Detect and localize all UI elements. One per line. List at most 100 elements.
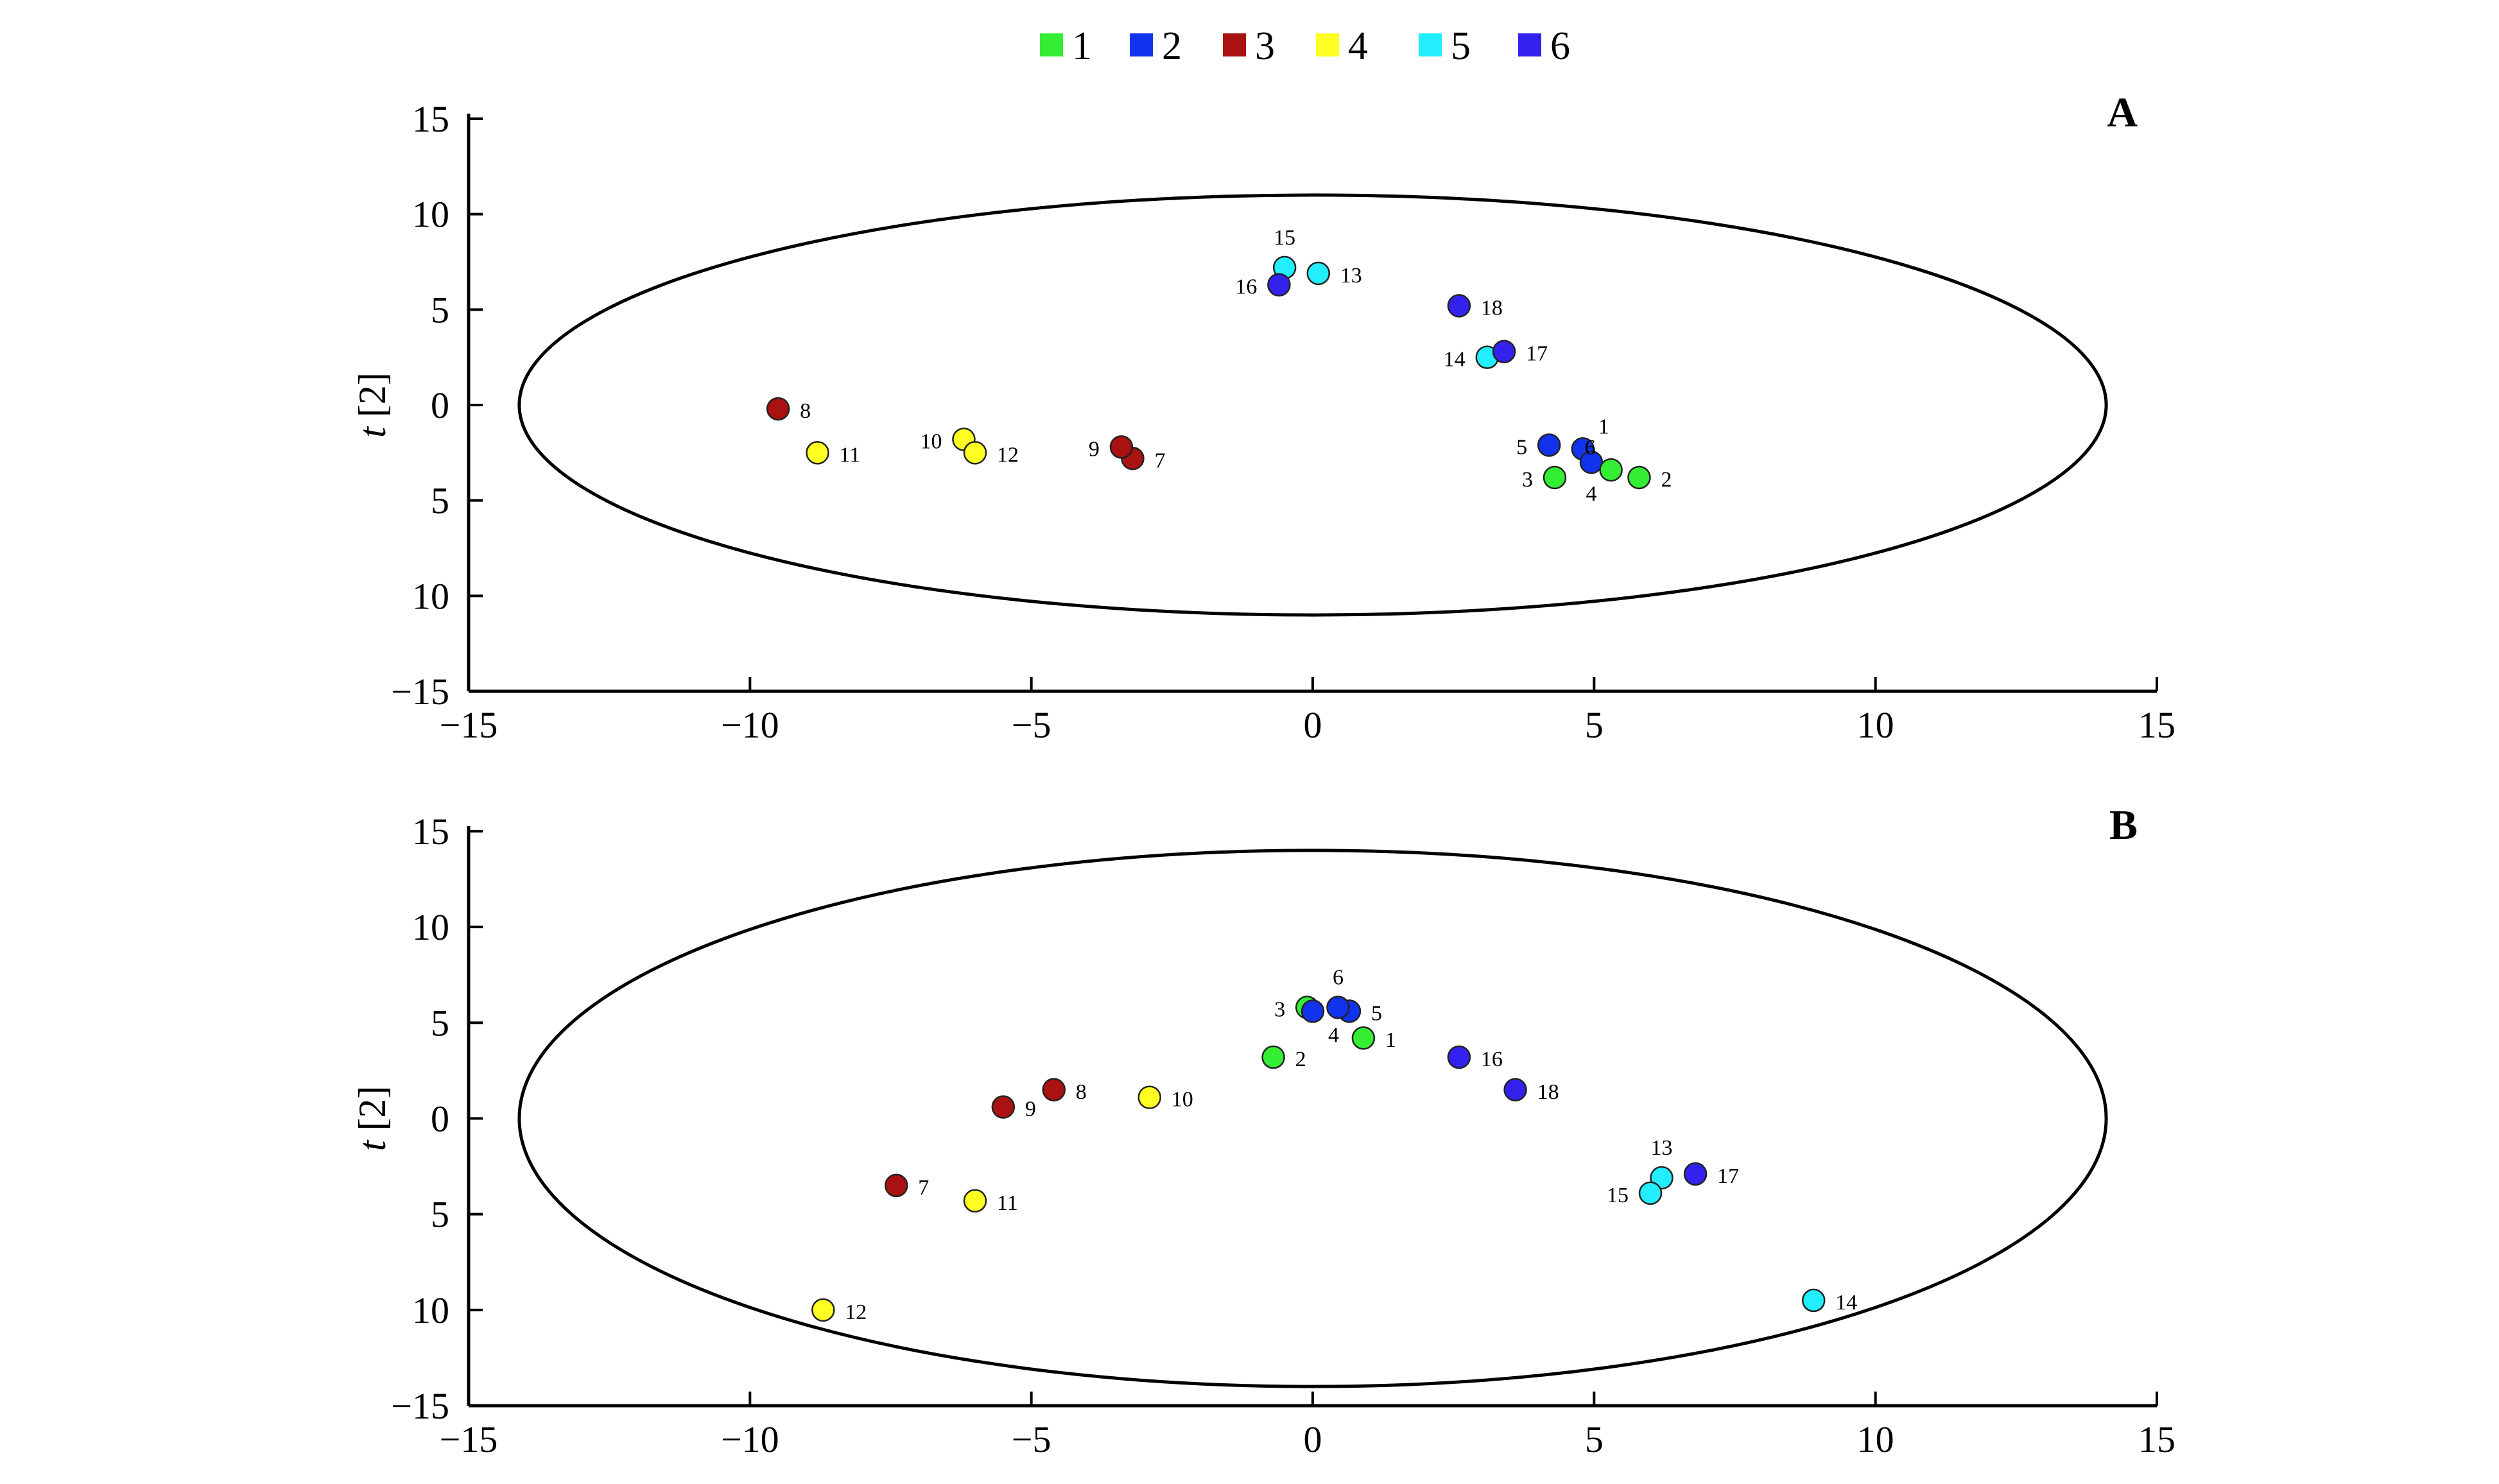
y-tick-label: −15 [391, 1385, 449, 1427]
point-label: 10 [920, 430, 942, 454]
x-tick-label: −10 [721, 1419, 779, 1460]
data-point [766, 397, 790, 421]
point-label: 18 [1481, 296, 1503, 320]
point-label: 14 [1444, 348, 1466, 372]
point-label: 8 [800, 399, 811, 423]
data-point [1306, 261, 1331, 286]
point-label: 3 [1522, 468, 1533, 492]
x-tick-label: −15 [440, 1419, 498, 1460]
y-tick-label: 10 [412, 194, 449, 236]
point-label: 13 [1651, 1136, 1673, 1160]
data-point [1492, 340, 1516, 363]
point-label: 12 [997, 443, 1019, 467]
legend-label: 2 [1162, 24, 1182, 68]
point-label: 14 [1835, 1291, 1857, 1315]
point-label: 5 [1516, 435, 1527, 459]
point-label: 17 [1717, 1164, 1739, 1188]
y-axis-title: t [2] [351, 372, 393, 438]
x-tick-label: 10 [1857, 1419, 1894, 1460]
y-tick-label: 15 [412, 98, 449, 140]
confidence-ellipse [517, 849, 2108, 1388]
legend-swatch [1130, 33, 1153, 56]
data-point [1503, 1078, 1527, 1101]
y-tick-label: 0 [431, 384, 449, 426]
point-label: 1 [1598, 415, 1609, 438]
point-label: 7 [1154, 449, 1165, 472]
data-point [1109, 435, 1134, 459]
point-label: 4 [1586, 482, 1596, 506]
point-label: 3 [1274, 997, 1285, 1021]
data-point [1137, 1085, 1162, 1109]
point-label: 10 [1172, 1088, 1193, 1112]
data-point [1599, 458, 1623, 482]
legend-label: 5 [1451, 24, 1471, 68]
data-point [1627, 465, 1651, 490]
data-point [991, 1095, 1016, 1119]
y-tick-label: 5 [431, 1002, 449, 1044]
data-point [1326, 996, 1350, 1019]
point-label: 2 [1295, 1048, 1306, 1071]
panel-letter: B [2109, 802, 2138, 849]
legend-swatch [1518, 33, 1541, 56]
legend-swatch [1419, 33, 1442, 56]
data-point [1537, 433, 1561, 457]
x-tick-label: −5 [1012, 704, 1051, 746]
x-tick-label: 15 [2138, 1419, 2175, 1460]
point-label: 6 [1585, 436, 1596, 460]
y-tick-label: 5 [431, 289, 449, 331]
point-label: 5 [1371, 1001, 1382, 1025]
data-point [1447, 1045, 1471, 1069]
x-tick-label: 10 [1857, 704, 1894, 746]
data-point [1447, 294, 1471, 318]
legend-label: 1 [1072, 24, 1092, 68]
y-tick-label: 0 [431, 1098, 449, 1140]
legend-label: 6 [1550, 24, 1570, 68]
x-tick-label: −5 [1012, 1419, 1051, 1460]
legend-swatch [1223, 33, 1246, 56]
x-tick-label: 5 [1585, 1419, 1604, 1460]
point-label: 8 [1076, 1080, 1087, 1104]
data-point [885, 1173, 908, 1198]
data-point [1261, 1045, 1285, 1069]
data-point [1267, 273, 1291, 297]
data-point [963, 1189, 987, 1213]
y-axis-title: t [2] [351, 1086, 393, 1152]
point-label: 17 [1526, 342, 1548, 366]
point-label: 12 [845, 1300, 867, 1324]
data-point [1683, 1162, 1708, 1186]
legend: 1 2 3 4 5 6 [1040, 24, 1570, 68]
data-point [806, 441, 829, 465]
data-point [963, 441, 987, 465]
legend-label: 4 [1348, 24, 1368, 68]
point-label: 16 [1235, 275, 1257, 299]
point-label: 11 [997, 1191, 1018, 1215]
y-axis-title-italic: t [351, 426, 393, 438]
point-label: 4 [1328, 1023, 1339, 1047]
point-label: 9 [1089, 437, 1100, 461]
y-tick-label: 5 [431, 1194, 449, 1236]
point-label: 1 [1385, 1028, 1396, 1052]
y-tick-label: 10 [412, 575, 449, 617]
data-point [1543, 465, 1567, 490]
confidence-ellipse [517, 193, 2108, 617]
data-point [1638, 1181, 1663, 1205]
point-label: 11 [840, 443, 861, 467]
point-label: 18 [1537, 1080, 1559, 1104]
point-label: 2 [1661, 468, 1672, 492]
x-tick-label: −10 [721, 704, 779, 746]
point-label: 15 [1607, 1184, 1629, 1207]
point-label: 16 [1481, 1048, 1503, 1071]
data-point [811, 1298, 835, 1322]
point-label: 15 [1274, 226, 1295, 250]
y-tick-label: 15 [412, 811, 449, 852]
data-point [1351, 1026, 1376, 1050]
x-tick-label: 0 [1304, 704, 1322, 746]
y-axis-title-rest: [2] [351, 1086, 393, 1141]
point-label: 9 [1025, 1098, 1036, 1121]
x-tick-label: 15 [2138, 704, 2175, 746]
x-tick-label: 0 [1304, 1419, 1322, 1460]
y-tick-label: 5 [431, 480, 449, 522]
